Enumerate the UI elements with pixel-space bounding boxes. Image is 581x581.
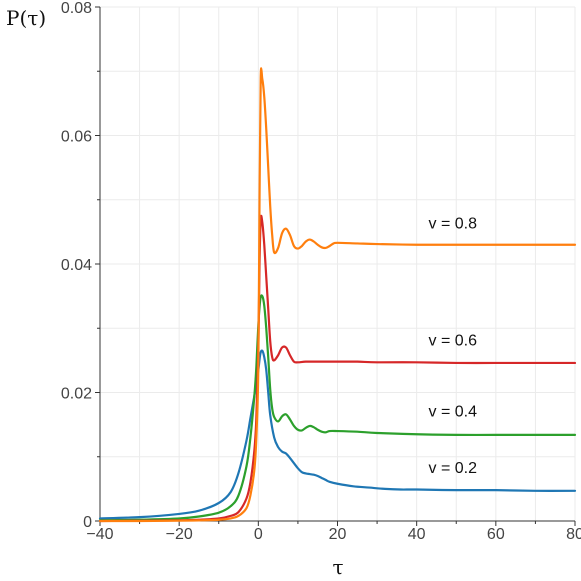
y-tick-label: 0.06: [61, 129, 92, 146]
grid-layer: [99, 6, 576, 522]
y-axis-label: P(τ): [6, 6, 46, 30]
y-tick-label: 0: [83, 514, 92, 531]
x-tick-label: −20: [166, 526, 193, 543]
x-axis-label: τ: [332, 555, 343, 579]
x-tick-label: 80: [566, 526, 581, 543]
x-tick-label: 60: [487, 526, 505, 543]
x-tick-label: 20: [329, 526, 347, 543]
axes-layer: −40 −20 0 20 40 60 80 0 0.02 0.04 0.06 0.08: [61, 0, 581, 543]
series-label-v-0-8: v = 0.8: [429, 216, 478, 233]
series-label-v-0-4: v = 0.4: [429, 403, 478, 420]
series-line-v-0-8: [98, 67, 577, 523]
x-tick-label: 40: [408, 526, 426, 543]
series-label-v-0-2: v = 0.2: [429, 460, 478, 477]
y-tick-label: 0.08: [61, 0, 92, 17]
series-label-v-0-6: v = 0.6: [429, 333, 478, 350]
series-line-v-0-2: [98, 349, 577, 520]
series-line-v-0-6: [98, 214, 577, 523]
y-tick-label: 0.04: [61, 257, 92, 274]
y-tick-label: 0.02: [61, 386, 92, 403]
series-line-v-0-4: [98, 294, 577, 522]
x-tick-label: −40: [86, 526, 113, 543]
series-layer: [98, 67, 577, 523]
label-layer: v = 0.2 v = 0.4 v = 0.6 v = 0.8: [429, 216, 478, 477]
x-tick-label: 0: [254, 526, 263, 543]
